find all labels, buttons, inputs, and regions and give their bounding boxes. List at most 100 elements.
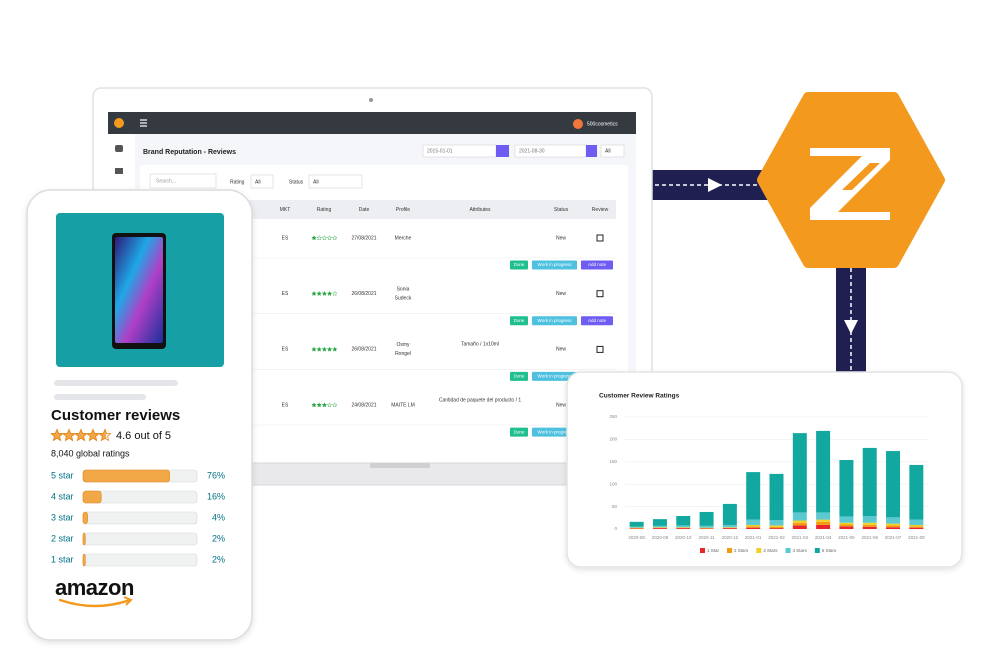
rating-select[interactable] <box>250 174 274 189</box>
search-input[interactable] <box>149 173 217 189</box>
star-rating <box>311 402 338 408</box>
avatar[interactable] <box>573 119 583 129</box>
bar-segment <box>816 524 831 529</box>
status-select[interactable] <box>308 174 363 189</box>
star-rating <box>311 290 338 296</box>
star <box>321 290 328 296</box>
star <box>326 290 333 296</box>
star <box>62 428 76 442</box>
column-header: Rating <box>317 207 332 213</box>
action-button-label: Add note <box>588 318 607 323</box>
cell-profile: Sudeck <box>395 296 412 302</box>
breakdown-label[interactable]: 3 star <box>51 512 74 522</box>
x-tick-label: 2021-02 <box>768 535 785 540</box>
breakdown-label[interactable]: 5 star <box>51 470 74 480</box>
action-button[interactable] <box>532 427 577 437</box>
legend-label[interactable]: 2 Stars <box>734 548 749 553</box>
star <box>74 428 88 442</box>
bar-segment <box>722 528 737 529</box>
action-button[interactable] <box>532 260 577 270</box>
action-button[interactable] <box>510 427 528 437</box>
legend-swatch <box>756 548 762 553</box>
calendar-button[interactable] <box>586 145 597 157</box>
action-button[interactable] <box>581 316 613 326</box>
total-ratings: 8,040 global ratings <box>51 448 130 458</box>
chart-card <box>566 371 963 568</box>
bar-segment <box>839 460 854 517</box>
navbar <box>108 112 636 134</box>
bar-segment <box>746 472 761 520</box>
star <box>311 402 317 408</box>
page-title: Brand Reputation - Reviews <box>143 149 236 156</box>
sidebar-icon[interactable] <box>115 145 123 152</box>
star <box>326 235 333 241</box>
laptop-camera <box>369 98 373 102</box>
bar-segment <box>746 524 761 527</box>
connector-arrow <box>708 178 722 192</box>
action-button[interactable] <box>510 260 528 270</box>
column-header: Profile <box>396 207 410 213</box>
calendar-button[interactable] <box>496 145 509 157</box>
cell-profile: Merche <box>395 235 412 241</box>
star <box>332 290 338 296</box>
legend-swatch <box>814 548 820 553</box>
brand-logo: amazon <box>55 575 134 600</box>
cell-date: 24/08/2021 <box>351 402 376 408</box>
x-tick-label: 2020-09 <box>652 535 669 540</box>
menu-icon[interactable] <box>140 119 147 127</box>
breakdown-label[interactable]: 1 star <box>51 554 74 564</box>
star <box>311 346 317 352</box>
breakdown-label[interactable]: 4 star <box>51 491 74 501</box>
bar-segment <box>862 516 877 523</box>
app-logo <box>114 118 124 128</box>
x-tick-label: 2021-03 <box>792 535 809 540</box>
action-button[interactable] <box>510 316 528 326</box>
bar-segment <box>886 527 901 529</box>
review-link[interactable] <box>596 234 604 242</box>
cell-status: New <box>556 291 566 297</box>
y-tick-label: 250 <box>609 414 617 419</box>
chart-title: Customer Review Ratings <box>599 393 680 400</box>
filter-select[interactable] <box>600 144 625 158</box>
star-fill <box>51 428 107 442</box>
y-tick-label: 200 <box>609 437 617 442</box>
legend-label[interactable]: 4 Stars <box>793 548 808 553</box>
legend-label[interactable]: 1 Star <box>707 548 720 553</box>
breakdown-value: 4% <box>212 512 225 522</box>
bar-segment <box>792 520 807 523</box>
bar-segment <box>839 516 854 523</box>
action-button-label: Work in progress <box>538 374 573 379</box>
bar-segment <box>839 522 854 525</box>
legend-label[interactable]: 3 Stars <box>763 548 778 553</box>
bar-segment <box>746 526 761 528</box>
bar-segment <box>722 524 737 528</box>
breakdown-label[interactable]: 2 star <box>51 533 74 543</box>
action-button[interactable] <box>532 371 577 381</box>
legend-swatch <box>700 548 705 553</box>
action-button[interactable] <box>532 316 577 326</box>
bar-segment <box>886 451 901 518</box>
sidebar-icon[interactable] <box>115 168 123 174</box>
bar-segment <box>839 524 854 527</box>
action-button-label: Work in progress <box>538 318 573 323</box>
bar-segment <box>862 447 877 517</box>
legend-label[interactable]: 5 Stars <box>822 548 837 553</box>
product-screen <box>115 237 163 343</box>
cell-profile: Sonia <box>397 287 410 293</box>
bar-segment <box>839 526 854 529</box>
bar-segment <box>629 521 644 527</box>
action-button[interactable] <box>581 260 613 270</box>
bar-segment <box>769 526 784 529</box>
review-link[interactable] <box>596 290 604 298</box>
star <box>321 402 328 408</box>
bar-segment <box>886 525 901 528</box>
column-header: Date <box>359 207 370 213</box>
legend-swatch <box>727 548 733 553</box>
action-button[interactable] <box>510 371 528 381</box>
bar-segment <box>746 527 761 529</box>
account-name[interactable]: 500cosmetics <box>587 121 618 127</box>
bar-segment <box>862 524 877 527</box>
review-link[interactable] <box>596 345 604 353</box>
bar-segment <box>862 526 877 529</box>
